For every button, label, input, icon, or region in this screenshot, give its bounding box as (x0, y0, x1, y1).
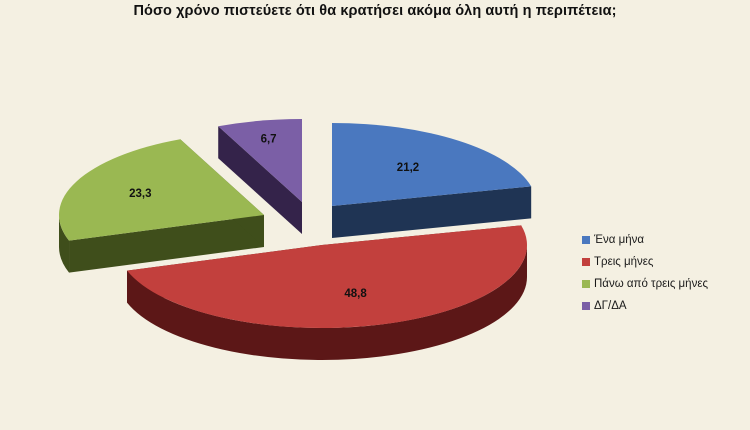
pie-data-label: 23,3 (129, 188, 151, 200)
pie-slice-edge (332, 186, 532, 238)
legend-item: Ένα μήνα (582, 229, 708, 251)
legend-swatch (582, 302, 590, 310)
pie-slice-wall (127, 245, 527, 360)
legend-label: Πάνω από τρεις μήνες (594, 278, 708, 290)
legend-label: ΔΓ/ΔΑ (594, 300, 627, 312)
pie-slice-wall (59, 215, 70, 273)
pie-slice-edge (69, 215, 264, 273)
pie-slice (59, 139, 265, 241)
legend-swatch (582, 258, 590, 266)
pie-slice-tops (59, 119, 532, 328)
pie-data-label: 48,8 (344, 288, 367, 300)
legend-label: Ένα μήνα (594, 234, 645, 246)
pie-slice (332, 123, 532, 206)
legend-swatch (582, 236, 590, 244)
legend-label: Τρεις μήνες (594, 256, 654, 268)
pie-data-label: 6,7 (261, 134, 277, 146)
chart-legend: Ένα μήνα Τρεις μήνες Πάνω από τρεις μήνες Δ… (582, 229, 708, 317)
pie-data-label: 21,2 (397, 162, 419, 174)
legend-swatch (582, 280, 590, 288)
legend-item: Πάνω από τρεις μήνες (582, 273, 708, 295)
pie-data-labels: 21,2 48,8 23,3 6,7 (129, 134, 419, 300)
pie-slice (127, 225, 527, 328)
pie-slice-edge (218, 126, 302, 234)
legend-item: ΔΓ/ΔΑ (582, 295, 708, 317)
pie-slice (218, 119, 302, 202)
chart-title: Πόσο χρόνο πιστεύετε ότι θα κρατήσει ακό… (133, 3, 617, 19)
legend-item: Τρεις μήνες (582, 251, 708, 273)
